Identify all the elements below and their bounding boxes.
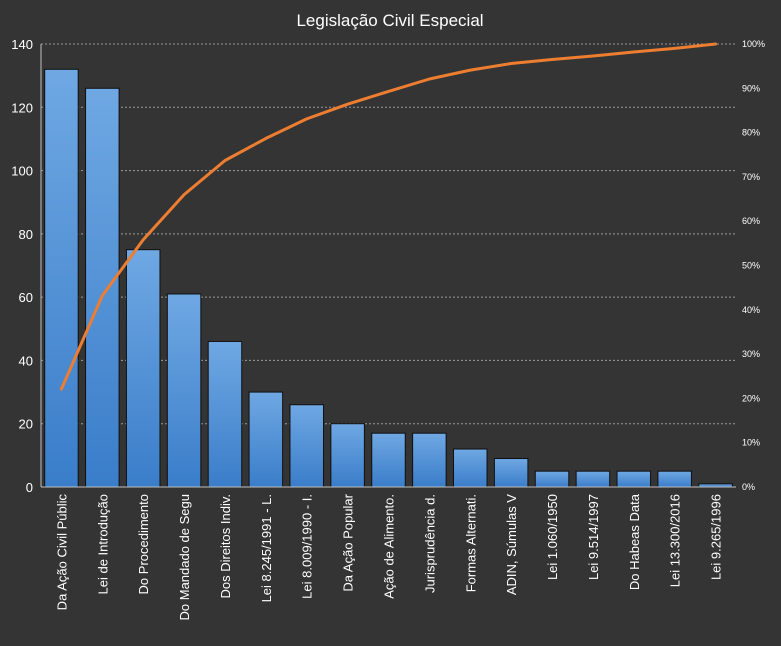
- y2-tick-label: 70%: [742, 172, 760, 182]
- y2-tick-label: 60%: [742, 216, 760, 226]
- y2-tick-label: 10%: [742, 438, 760, 448]
- y2-tick-label: 40%: [742, 305, 760, 315]
- bar: [412, 432, 447, 488]
- bar: [207, 340, 243, 488]
- y-tick-label: 0: [26, 480, 33, 495]
- x-tick-label: Lei 1.060/1950: [545, 494, 560, 580]
- y2-tick-label: 100%: [742, 39, 765, 49]
- x-tick-label: Do Mandado de Segu: [177, 494, 192, 620]
- x-tick-label: Da Ação Popular: [341, 493, 356, 591]
- bars: [44, 68, 733, 488]
- y-tick-label: 100: [11, 164, 33, 179]
- bar: [44, 68, 79, 488]
- x-tick-label: Da Ação Civil Públic: [54, 494, 69, 611]
- bar: [534, 470, 570, 488]
- x-tick-label: Do Procedimento: [136, 494, 151, 594]
- y2-tick-label: 0%: [742, 482, 755, 492]
- x-tick-label: Lei 9.265/1996: [709, 494, 724, 580]
- x-tick-label: Lei 8.245/1991 - L.: [259, 494, 274, 602]
- bar: [289, 404, 324, 488]
- bar: [85, 87, 120, 488]
- chart-title: Legislação Civil Especial: [296, 11, 483, 30]
- axes: [40, 44, 736, 488]
- cumulative-percent-line: [59, 42, 718, 391]
- x-tick-label: Lei 13.300/2016: [668, 494, 683, 587]
- y2-tick-label: 30%: [742, 349, 760, 359]
- y-axis-tick-labels: 0 20 40 60 80 100 120 140: [11, 37, 33, 495]
- y2-axis-tick-labels: 0% 10% 20% 30% 40% 50% 60% 70% 80% 90% 100%: [742, 39, 765, 492]
- bar: [493, 458, 529, 488]
- x-tick-label: Lei 8.009/1990 - I.: [300, 494, 315, 599]
- bar: [125, 249, 161, 488]
- bar: [657, 470, 692, 488]
- x-tick-label: Jurisprudência d.: [422, 494, 437, 593]
- bar: [453, 448, 488, 488]
- bar: [330, 423, 365, 488]
- x-tick-label: Ação de Alimento.: [382, 494, 397, 599]
- y2-tick-label: 80%: [742, 128, 760, 138]
- y2-tick-label: 20%: [742, 393, 760, 403]
- x-tick-label: Lei de Introdução: [95, 494, 110, 594]
- x-tick-label: Do Habeas Data: [627, 493, 642, 590]
- y-tick-label: 140: [11, 37, 33, 52]
- cumulative-line: [59, 42, 718, 391]
- bar: [575, 470, 611, 488]
- bar: [616, 470, 652, 488]
- y-tick-label: 80: [19, 227, 33, 242]
- x-tick-label: Lei 9.514/1997: [586, 494, 601, 580]
- y-tick-label: 60: [19, 290, 33, 305]
- x-tick-label: Formas Alternati.: [463, 494, 478, 592]
- x-tick-label: Dos Direitos Indiv.: [218, 494, 233, 599]
- y2-tick-label: 90%: [742, 83, 760, 93]
- x-tick-label: ADIN, Súmulas V: [504, 494, 519, 595]
- y-tick-label: 20: [19, 417, 33, 432]
- bar: [248, 391, 284, 488]
- y2-tick-label: 50%: [742, 261, 760, 271]
- x-axis-tick-labels: Da Ação Civil Públic Lei de Introdução Do …: [54, 493, 723, 620]
- y-tick-label: 120: [11, 100, 33, 115]
- bar: [371, 432, 406, 488]
- bar: [166, 293, 202, 488]
- y-tick-label: 40: [19, 353, 33, 368]
